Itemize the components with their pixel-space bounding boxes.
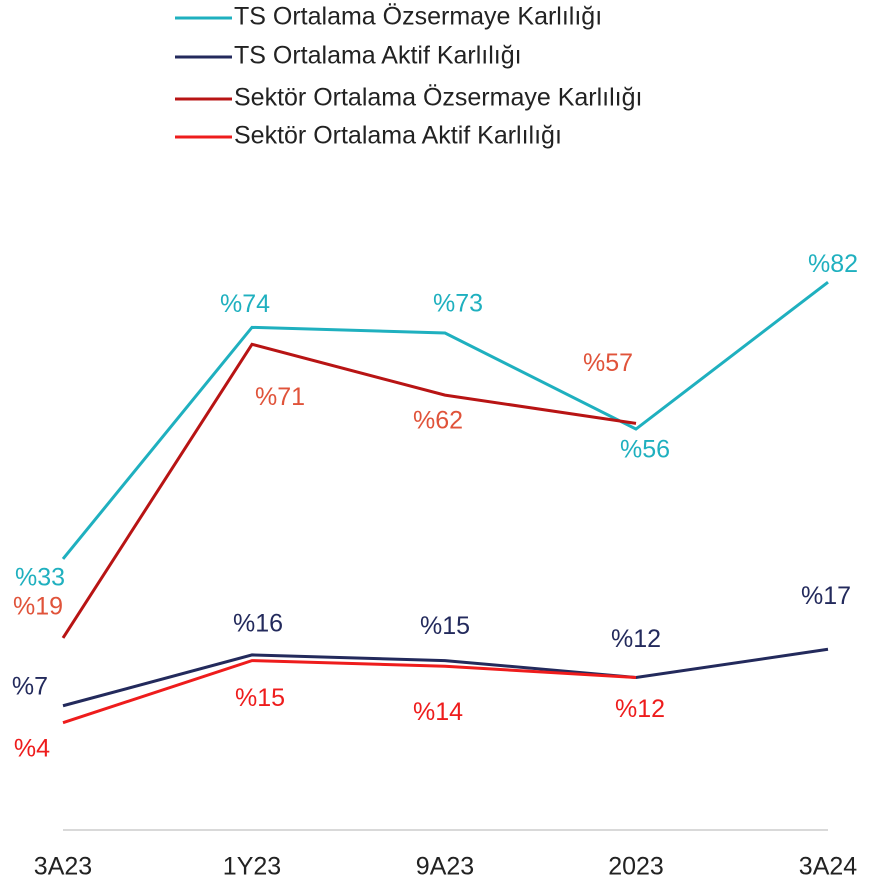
x-tick-label: 3A24	[799, 853, 857, 881]
data-label: %74	[220, 290, 270, 318]
data-label: %71	[255, 383, 305, 411]
legend-label: TS Ortalama Aktif Karlılığı	[234, 42, 522, 70]
line	[62, 659, 637, 725]
line	[62, 647, 829, 708]
data-label: %15	[235, 684, 285, 712]
data-label: %12	[611, 625, 661, 653]
x-tick-label: 9A23	[416, 853, 474, 881]
data-label: %16	[233, 610, 283, 638]
data-label: %33	[15, 564, 65, 592]
data-label: %19	[13, 593, 63, 621]
data-label: %56	[620, 436, 670, 464]
x-tick-label: 1Y23	[223, 853, 281, 881]
data-label: %15	[420, 612, 470, 640]
data-label: %7	[12, 672, 48, 700]
data-label: %62	[413, 407, 463, 435]
legend-label: Sektör Ortalama Aktif Karlılığı	[234, 122, 562, 150]
x-tick-label: 2023	[608, 853, 664, 881]
legend-label: TS Ortalama Özsermaye Karlılığı	[234, 3, 602, 31]
data-label: %82	[808, 250, 858, 278]
data-label: %73	[433, 290, 483, 318]
data-label: %14	[413, 698, 463, 726]
legend-label: Sektör Ortalama Özsermaye Karlılığı	[234, 84, 642, 112]
x-tick-label: 3A23	[34, 853, 92, 881]
data-label: %17	[801, 582, 851, 610]
data-label: %4	[14, 734, 50, 762]
data-label: %12	[615, 695, 665, 723]
line	[61, 342, 637, 639]
line	[61, 280, 829, 560]
data-label: %57	[583, 349, 633, 377]
